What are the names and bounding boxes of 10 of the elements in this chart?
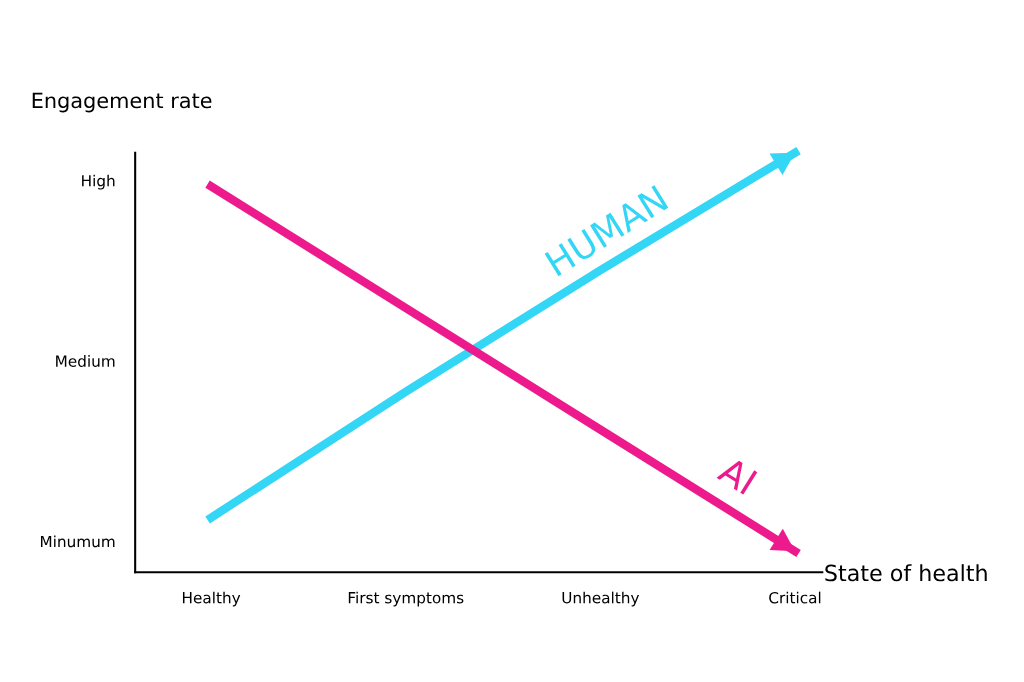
x-tick-label: Critical xyxy=(769,591,821,604)
text: AI xyxy=(716,455,758,495)
x-tick-label: Healthy xyxy=(182,591,241,607)
text: High xyxy=(82,174,115,190)
x-axis-title: State of health xyxy=(825,564,987,582)
x-tick-label: First symptoms xyxy=(348,591,464,607)
text: Medium xyxy=(56,355,115,367)
text: Minumum xyxy=(40,535,115,548)
y-axis-title: Engagement rate xyxy=(32,92,212,113)
x-tick-label: Unhealthy xyxy=(562,591,640,607)
